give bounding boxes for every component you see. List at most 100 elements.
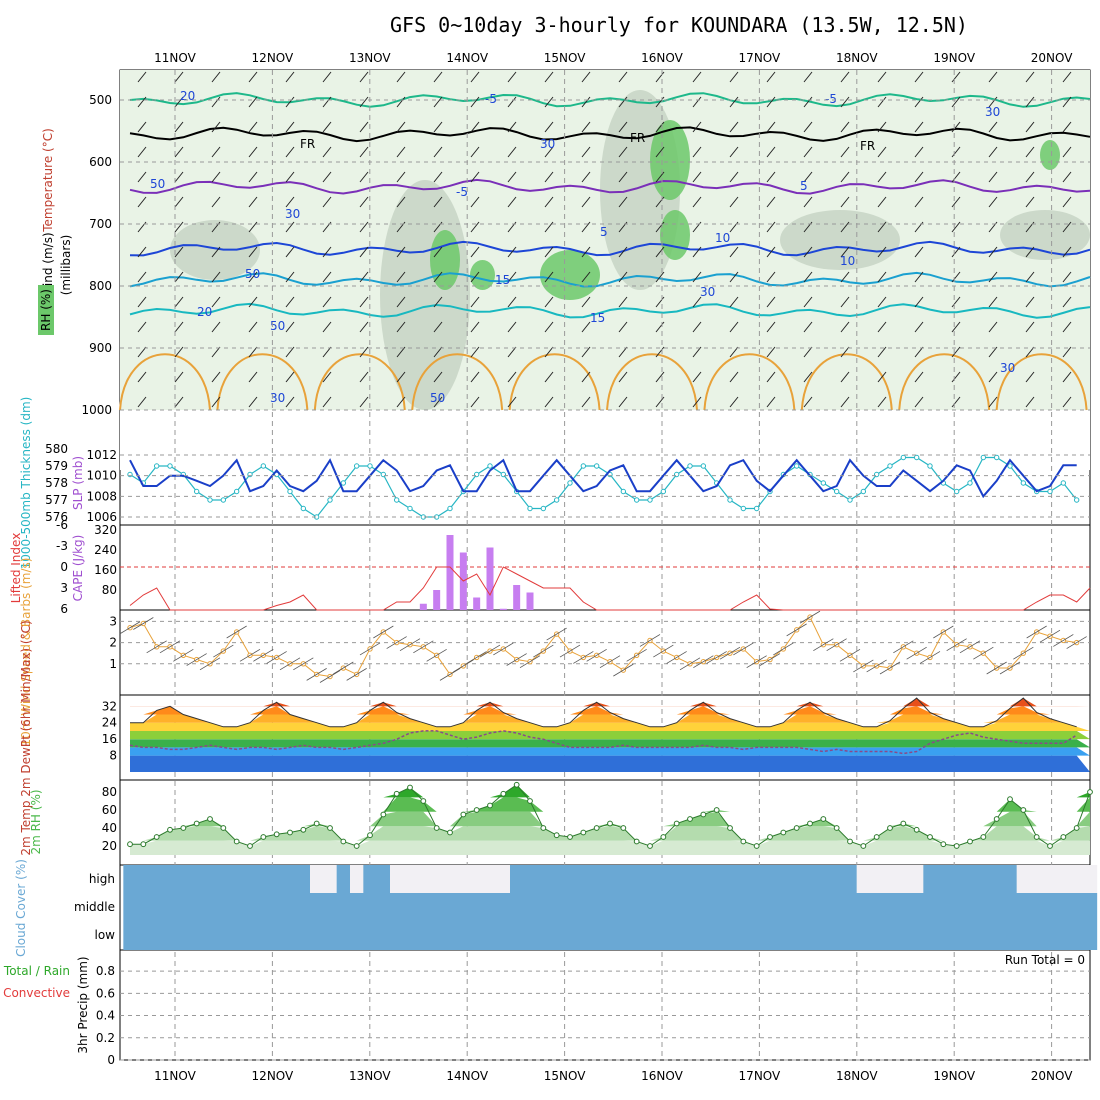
cloud-cell-low: [230, 921, 244, 950]
thickness-point: [580, 463, 587, 469]
wind-barb: [544, 146, 554, 158]
contour-label: 30: [1000, 361, 1015, 375]
contour-label: 30: [285, 207, 300, 221]
cloud-cell-high: [896, 865, 911, 893]
wind-barb: [581, 246, 591, 258]
wind-barb: [507, 346, 517, 358]
top-day-tick: 19NOV: [933, 51, 975, 65]
wind-barb: [914, 246, 924, 258]
wind-barb: [988, 71, 998, 83]
rh-point: [487, 802, 493, 809]
cloud-cell-middle: [830, 893, 844, 921]
cloud-cell-high: [870, 865, 884, 893]
cloud-cell-middle: [243, 893, 258, 921]
wind-barb: [951, 146, 961, 158]
slp-label: SLP (mb): [71, 456, 85, 510]
contour-label: 20: [180, 89, 195, 103]
wind-barb: [951, 121, 961, 133]
rh-point: [687, 816, 693, 822]
wind-barb-10m: [213, 644, 234, 658]
cloud-cell-low: [736, 921, 751, 950]
wind-barb-10m: [466, 651, 487, 664]
cloud-cell-low: [483, 921, 498, 950]
bottom-day-tick: 11NOV: [154, 1069, 196, 1083]
wind-barb: [914, 346, 924, 358]
cloud-cell-high: [923, 865, 938, 893]
contour-label: FR: [630, 131, 645, 145]
rh-point: [1087, 789, 1093, 795]
wind-barb: [877, 121, 887, 133]
cloud-cell-middle: [203, 893, 218, 921]
wind-barb: [951, 396, 961, 408]
wind-barb: [766, 196, 776, 208]
wind-barb: [914, 171, 924, 183]
cloud-cell-middle: [856, 893, 871, 921]
wind-barb-10m: [919, 651, 941, 664]
wind-barb-10m: [559, 644, 581, 658]
thickness-point: [407, 505, 413, 512]
wind-barb: [137, 196, 147, 208]
wind-barb-10m: [439, 668, 461, 681]
thickness-tick: 578: [45, 476, 68, 490]
wind-barb: [1062, 71, 1072, 83]
wind-barb: [692, 296, 702, 308]
cloud-cell-low: [430, 921, 444, 950]
cape-bar: [499, 608, 507, 610]
wind-tick: 2: [109, 636, 117, 650]
wind-barb: [470, 371, 480, 383]
cloud-cell-low: [336, 921, 351, 950]
wind-barb-10m: [573, 651, 594, 664]
wind-barb: [581, 371, 591, 383]
wind-barb: [470, 196, 480, 208]
wind-barb: [618, 121, 628, 133]
cloud-cell-low: [670, 921, 684, 950]
cloud-cell-low: [550, 921, 564, 950]
wind-barb: [1062, 346, 1072, 358]
wind-barb: [1062, 171, 1072, 183]
temp-tick: 8: [109, 749, 117, 763]
wind-barb: [692, 321, 702, 333]
rh-point: [860, 843, 867, 849]
rh-point: [647, 843, 653, 849]
wind-barb: [618, 296, 628, 308]
precip-tick: 0.2: [96, 1031, 115, 1045]
wind-barb: [618, 346, 628, 358]
rh-point: [353, 843, 360, 849]
wind-barb: [248, 296, 258, 308]
wind-barb: [544, 71, 554, 83]
wind-barb: [174, 171, 184, 183]
wind-barb: [137, 121, 147, 133]
cloud-cell-low: [190, 921, 204, 950]
wind-barb: [507, 121, 517, 133]
cloud-cell-high: [523, 865, 538, 893]
thickness-point: [340, 480, 347, 486]
contour-label: 50: [245, 267, 260, 281]
thickness-point: [367, 463, 373, 469]
cloud-cell-middle: [1083, 893, 1098, 921]
temp-band: [130, 714, 1090, 723]
wind-barb: [359, 296, 369, 308]
wind-barb: [211, 71, 221, 83]
li-tick: 0: [60, 560, 68, 574]
wind-barb: [174, 396, 184, 408]
wind-barb: [396, 171, 406, 183]
wind-barb: [211, 271, 221, 283]
wind-barb: [544, 346, 554, 358]
rh-point: [887, 825, 893, 831]
cloud-cell-high: [230, 865, 244, 893]
thickness-point: [1060, 480, 1067, 486]
slp-line: [129, 458, 1077, 499]
wind-barb: [396, 321, 406, 333]
cape-bar: [473, 597, 481, 610]
wind-barb: [1025, 121, 1035, 133]
wind-barb: [137, 321, 147, 333]
temperature-contour-15: [129, 271, 1091, 288]
wind-barb-10m: [199, 657, 221, 671]
wind-barb-10m: [119, 621, 141, 635]
wind-barb: [840, 221, 850, 233]
thickness-point: [993, 454, 1000, 461]
cloud-cell-high: [1083, 865, 1098, 893]
rh-point: [513, 781, 520, 788]
wind-barb: [803, 146, 813, 158]
cloud-cell-middle: [430, 893, 444, 921]
